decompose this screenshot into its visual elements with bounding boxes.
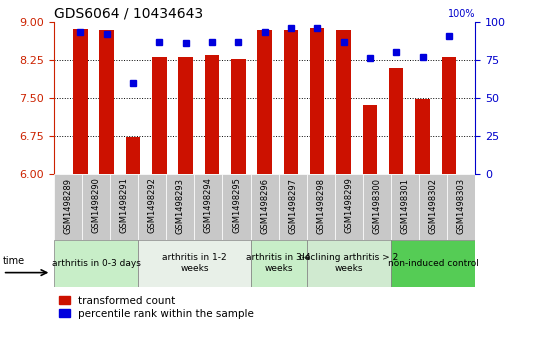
Bar [138, 240, 251, 287]
Bar [284, 30, 298, 174]
Text: GSM1498291: GSM1498291 [120, 178, 129, 233]
Bar [447, 174, 475, 240]
Text: GSM1498293: GSM1498293 [176, 178, 185, 233]
Text: GDS6064 / 10434643: GDS6064 / 10434643 [54, 7, 203, 21]
Bar [251, 240, 307, 287]
Bar [363, 105, 377, 174]
Text: GSM1498301: GSM1498301 [401, 178, 409, 233]
Text: GSM1498299: GSM1498299 [345, 178, 353, 233]
Text: time: time [3, 256, 25, 266]
Bar [54, 240, 138, 287]
Bar [205, 55, 219, 174]
Legend: transformed count, percentile rank within the sample: transformed count, percentile rank withi… [59, 295, 254, 319]
Bar [389, 68, 403, 174]
Bar [138, 174, 166, 240]
Bar [335, 174, 363, 240]
Bar [126, 137, 140, 174]
Bar [251, 174, 279, 240]
Text: GSM1498290: GSM1498290 [92, 178, 100, 233]
Bar [178, 57, 193, 174]
Text: GSM1498294: GSM1498294 [204, 178, 213, 233]
Bar [222, 174, 251, 240]
Bar [336, 30, 351, 174]
Bar [194, 174, 222, 240]
Text: declining arthritis > 2
weeks: declining arthritis > 2 weeks [299, 253, 399, 273]
Bar [166, 174, 194, 240]
Bar [73, 29, 87, 174]
Text: GSM1498289: GSM1498289 [64, 178, 72, 233]
Bar [99, 30, 114, 174]
Bar [363, 174, 391, 240]
Bar [82, 174, 110, 240]
Text: GSM1498300: GSM1498300 [373, 178, 381, 233]
Bar [110, 174, 138, 240]
Text: 100%: 100% [448, 9, 475, 19]
Bar [307, 240, 391, 287]
Text: GSM1498302: GSM1498302 [429, 178, 437, 233]
Bar [391, 174, 419, 240]
Text: arthritis in 3-4
weeks: arthritis in 3-4 weeks [246, 253, 311, 273]
Bar [419, 174, 447, 240]
Text: arthritis in 1-2
weeks: arthritis in 1-2 weeks [162, 253, 227, 273]
Bar [415, 99, 430, 174]
Bar [279, 174, 307, 240]
Bar [310, 28, 325, 174]
Text: GSM1498296: GSM1498296 [260, 178, 269, 233]
Text: GSM1498298: GSM1498298 [316, 178, 325, 233]
Text: GSM1498292: GSM1498292 [148, 178, 157, 233]
Bar [258, 30, 272, 174]
Text: GSM1498295: GSM1498295 [232, 178, 241, 233]
Bar [307, 174, 335, 240]
Text: arthritis in 0-3 days: arthritis in 0-3 days [52, 259, 140, 268]
Bar [152, 57, 166, 174]
Bar [391, 240, 475, 287]
Bar [231, 59, 246, 174]
Text: GSM1498297: GSM1498297 [288, 178, 297, 233]
Bar [54, 174, 82, 240]
Text: non-induced control: non-induced control [388, 259, 478, 268]
Text: GSM1498303: GSM1498303 [457, 178, 465, 234]
Bar [442, 57, 456, 174]
